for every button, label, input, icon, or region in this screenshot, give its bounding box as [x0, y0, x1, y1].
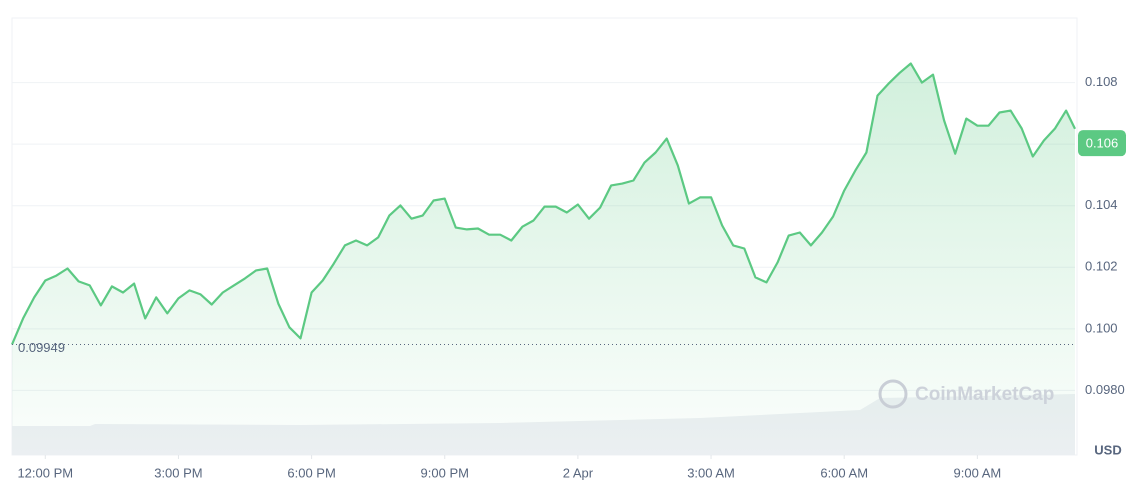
watermark: CoinMarketCap: [878, 379, 1054, 409]
y-tick-label: 0.104: [1085, 197, 1118, 212]
x-tick-label: 6:00 PM: [287, 465, 335, 480]
price-line: [10, 62, 1076, 345]
current-price-badge: [1078, 130, 1126, 157]
y-tick-label: 0.108: [1085, 74, 1118, 89]
price-area: [12, 63, 1075, 455]
x-tick-label: 9:00 PM: [421, 465, 469, 480]
x-tick-label: 12:00 PM: [17, 465, 73, 480]
x-tick-label: 3:00 AM: [687, 465, 735, 480]
y-tick-label: 0.100: [1085, 320, 1118, 335]
y-tick-label: 0.102: [1085, 259, 1118, 274]
open-price-label: 0.09949: [18, 340, 65, 355]
x-tick-label: 3:00 PM: [154, 465, 202, 480]
watermark-logo: [878, 379, 908, 409]
x-tick-label: 6:00 AM: [820, 465, 868, 480]
y-tick-label: 0.0980: [1085, 382, 1125, 397]
x-tick-label: 9:00 AM: [954, 465, 1002, 480]
y-axis-label: USD: [1094, 442, 1121, 457]
x-tick-label: 2 Apr: [563, 465, 594, 480]
watermark-text: CoinMarketCap: [915, 384, 1054, 405]
current-price-label: 0.106: [1086, 136, 1119, 151]
